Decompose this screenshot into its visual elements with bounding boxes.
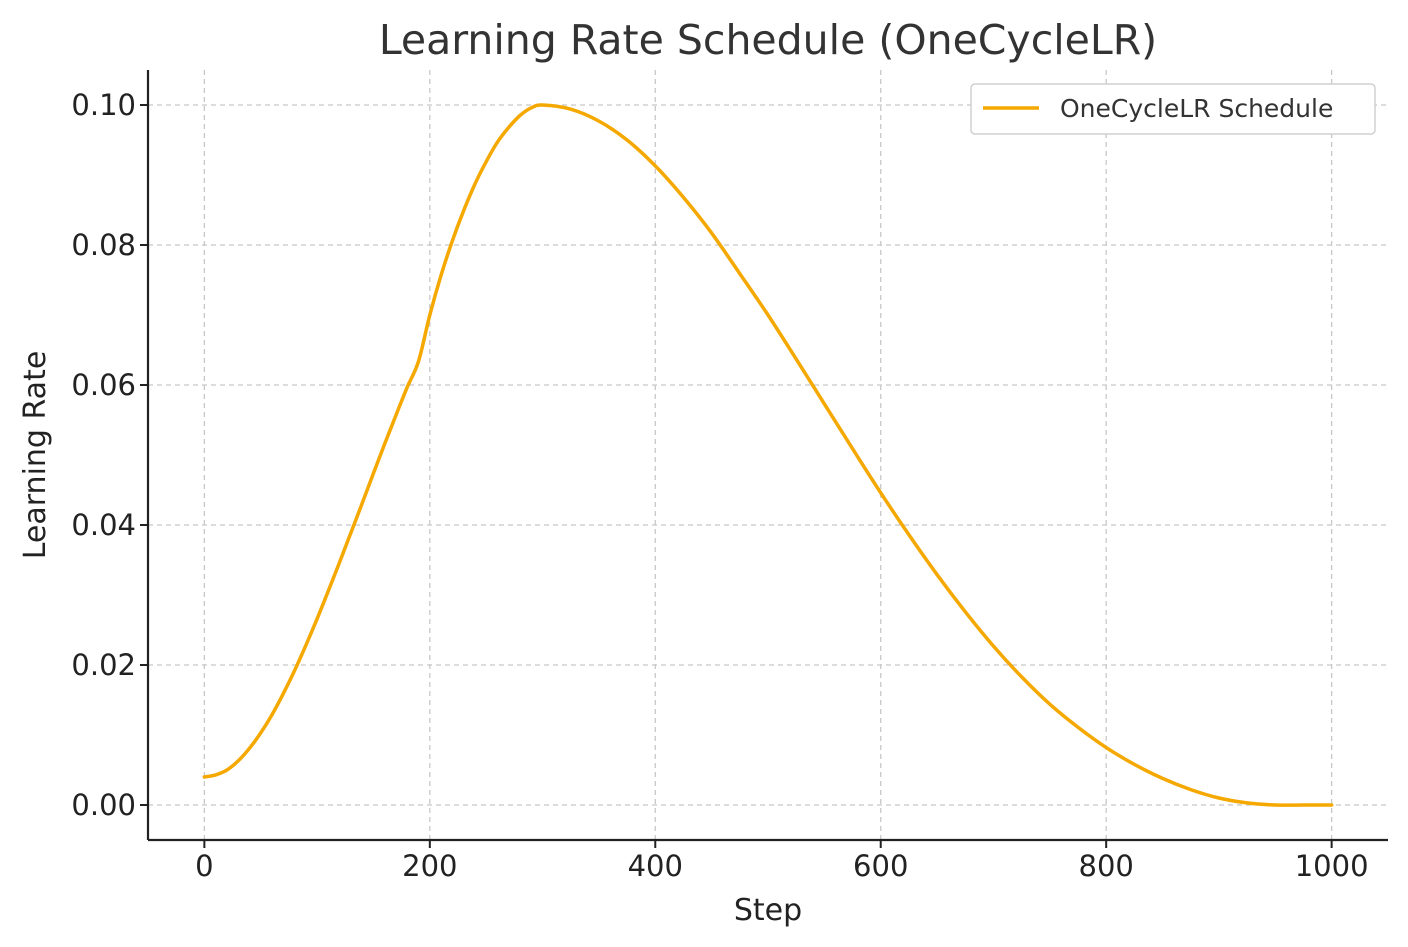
series-line-0 xyxy=(202,103,1334,807)
x-tick-label: 400 xyxy=(628,849,683,883)
x-tick-label: 0 xyxy=(195,849,213,883)
series-layer xyxy=(202,103,1334,807)
y-axis-label: Learning Rate xyxy=(18,351,53,560)
y-tick-label: 0.00 xyxy=(71,788,136,822)
x-tick-label: 200 xyxy=(402,849,457,883)
y-tick-label: 0.08 xyxy=(71,228,136,262)
x-tick-label: 1000 xyxy=(1295,849,1369,883)
grid-lines xyxy=(148,70,1388,840)
x-ticks: 0 200 400 600 800 1000 xyxy=(195,840,1369,883)
chart-title: Learning Rate Schedule (OneCycleLR) xyxy=(379,16,1157,64)
y-tick-label: 0.10 xyxy=(71,88,136,122)
legend-entry-label: OneCycleLR Schedule xyxy=(1060,94,1333,123)
x-axis-label: Step xyxy=(734,893,802,928)
axes xyxy=(146,70,1388,842)
y-tick-label: 0.04 xyxy=(71,508,136,542)
y-tick-label: 0.02 xyxy=(71,648,136,682)
legend-box xyxy=(970,83,1376,135)
x-tick-label: 800 xyxy=(1079,849,1134,883)
x-tick-label: 600 xyxy=(853,849,908,883)
legend: OneCycleLR Schedule xyxy=(970,83,1376,135)
y-ticks: 0.00 0.02 0.04 0.06 0.08 0.10 xyxy=(71,88,148,822)
y-tick-label: 0.06 xyxy=(71,368,136,402)
